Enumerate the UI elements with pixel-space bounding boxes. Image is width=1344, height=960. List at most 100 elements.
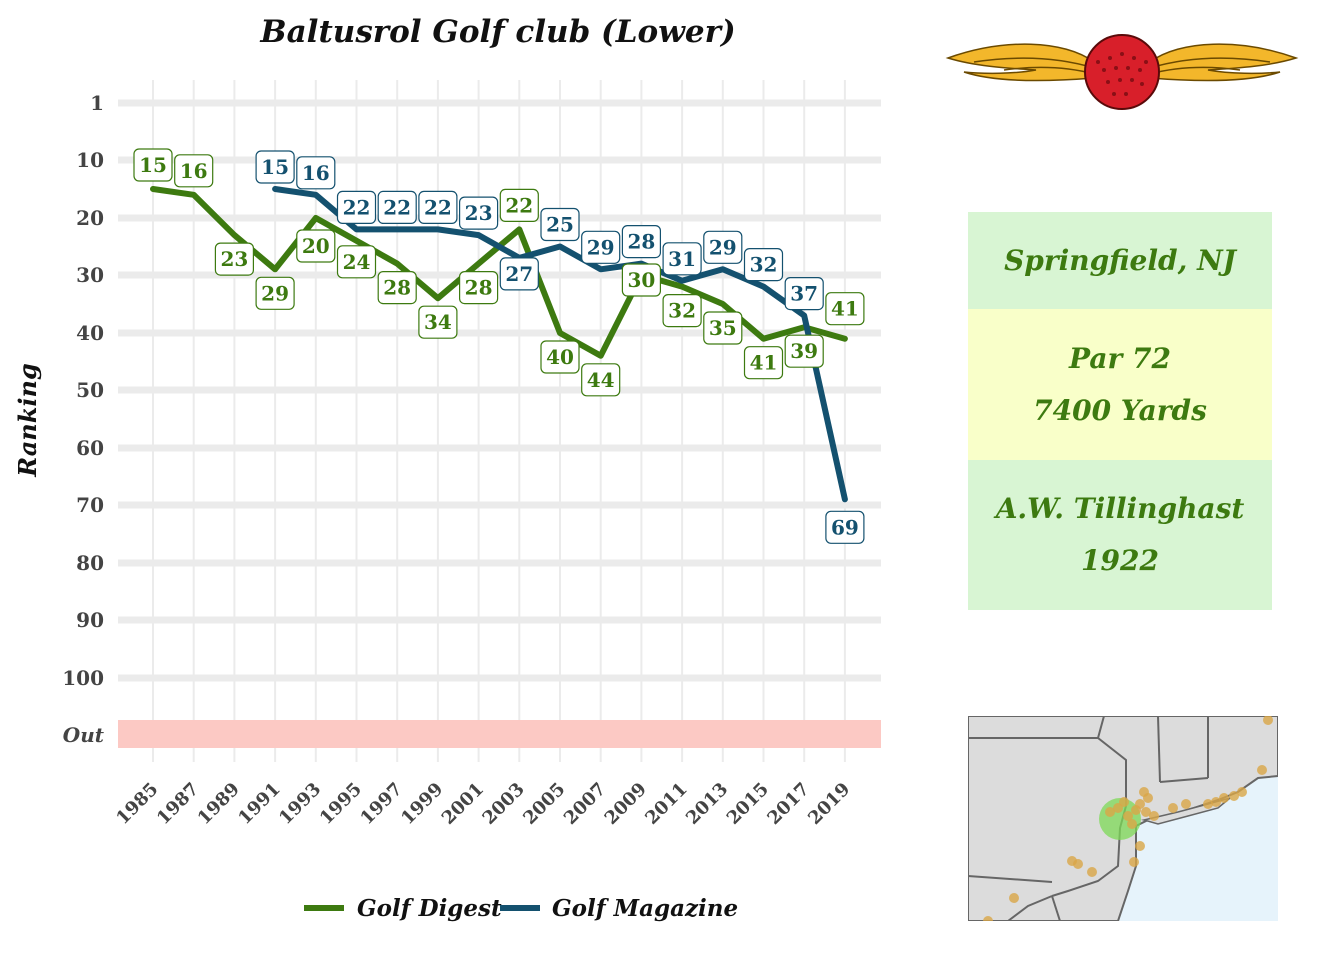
data-label-value: 22	[383, 195, 411, 219]
data-label-box	[377, 271, 417, 305]
y-tick-label: 50	[76, 378, 104, 402]
data-label: 22	[418, 190, 458, 224]
data-label: 44	[581, 363, 621, 397]
data-label-value: 16	[302, 161, 330, 185]
data-label-value: 29	[261, 281, 289, 305]
legend-item-golf-magazine: Golf Magazine	[500, 895, 738, 922]
legend-label: Golf Digest	[357, 895, 502, 922]
data-label-value: 25	[546, 213, 574, 237]
data-label-box	[621, 263, 662, 297]
data-label: 16	[174, 154, 214, 188]
y-tick-label: 30	[76, 263, 104, 287]
data-label-box	[743, 248, 784, 282]
data-label: 41	[825, 292, 865, 326]
data-label-box	[662, 242, 702, 276]
data-label-box	[662, 294, 702, 328]
data-label: 28	[621, 225, 662, 259]
data-label-box	[174, 154, 214, 188]
course-par: Par 72	[1069, 341, 1171, 375]
data-label-value: 15	[139, 153, 167, 177]
data-label: 22	[377, 190, 417, 224]
data-label-box	[703, 230, 743, 264]
data-label-value: 22	[343, 195, 371, 219]
out-band	[118, 720, 881, 748]
data-label-value: 20	[302, 234, 330, 258]
data-label-value: 28	[383, 276, 411, 300]
data-label: 39	[784, 334, 824, 368]
data-label: 32	[662, 294, 702, 328]
data-label: 29	[581, 230, 621, 264]
data-label-value: 44	[587, 368, 615, 392]
data-label-value: 41	[750, 351, 778, 375]
data-label-box	[581, 230, 621, 264]
x-tick-label: 1999	[397, 779, 447, 829]
x-tick-label: 1989	[194, 779, 244, 829]
y-tick-label: 1	[90, 91, 104, 115]
data-label-box	[418, 305, 458, 339]
chart-title: Baltusrol Golf club (Lower)	[259, 14, 735, 50]
data-label: 35	[703, 311, 743, 345]
y-tick-label: 60	[76, 436, 104, 460]
y-tick-label: 40	[76, 321, 104, 345]
data-label-box	[703, 311, 743, 345]
data-label: 30	[621, 263, 662, 297]
legend: Golf Digest Golf Magazine	[304, 895, 738, 922]
ranking-chart: Baltusrol Golf club (Lower) Ranking 1 10 2…	[13, 14, 881, 922]
data-label: 29	[703, 230, 743, 264]
data-label: 27	[499, 257, 539, 291]
data-label-value: 41	[831, 297, 859, 321]
x-tick-label: 2013	[682, 779, 732, 829]
data-label-box	[336, 245, 377, 279]
data-label-value: 32	[668, 299, 696, 323]
x-tick-label: 2017	[763, 779, 813, 829]
legend-label: Golf Magazine	[552, 895, 738, 922]
x-tick-label: 2019	[804, 779, 854, 829]
course-year: 1922	[1081, 544, 1159, 577]
data-label-value: 16	[180, 159, 208, 183]
data-label-box	[296, 156, 336, 190]
data-label: 34	[418, 305, 458, 339]
course-stats-box: Par 72 7400 Yards	[968, 309, 1272, 460]
data-label-box	[743, 346, 784, 380]
data-label-box	[133, 148, 173, 182]
data-label-value: 22	[424, 195, 452, 219]
data-label-value: 23	[465, 201, 493, 225]
x-tick-label: 2009	[601, 779, 651, 829]
course-yardage: 7400 Yards	[1033, 393, 1207, 427]
data-label-value: 34	[424, 310, 452, 334]
x-tick-label: 2001	[438, 779, 488, 829]
x-tick-label: 2003	[479, 779, 529, 829]
x-tick-label: 2005	[519, 779, 569, 829]
data-label-value: 31	[668, 247, 696, 271]
data-label-box	[459, 196, 499, 230]
data-label: 16	[296, 156, 336, 190]
data-label-box	[540, 340, 580, 374]
y-tick-label: 10	[76, 148, 104, 172]
data-label-value: 23	[220, 247, 248, 271]
data-label-value: 28	[465, 276, 493, 300]
data-label: 24	[336, 245, 377, 279]
data-label: 28	[459, 271, 499, 305]
data-label: 28	[377, 271, 417, 305]
data-label-box	[825, 510, 865, 544]
data-label-value: 39	[790, 339, 818, 363]
data-label-value: 40	[546, 345, 574, 369]
y-tick-label: 20	[76, 206, 104, 230]
data-label-box	[540, 207, 580, 242]
data-label-value: 69	[831, 515, 859, 539]
course-location: Springfield, NJ	[1004, 243, 1236, 277]
winged-golf-ball-icon	[945, 34, 1299, 110]
grid	[118, 80, 881, 762]
x-tick-label: 2015	[723, 779, 773, 829]
data-label-value: 30	[627, 268, 655, 292]
data-label-box	[214, 242, 254, 276]
data-label-box	[499, 188, 539, 222]
data-label-value: 24	[343, 250, 371, 274]
data-label-box	[499, 257, 539, 291]
data-label: 69	[825, 510, 865, 544]
data-label: 23	[459, 196, 499, 230]
data-label-box	[784, 334, 824, 368]
y-tick-label: Out	[63, 723, 105, 747]
data-label: 15	[255, 150, 295, 184]
y-tick-label: 100	[62, 666, 104, 690]
